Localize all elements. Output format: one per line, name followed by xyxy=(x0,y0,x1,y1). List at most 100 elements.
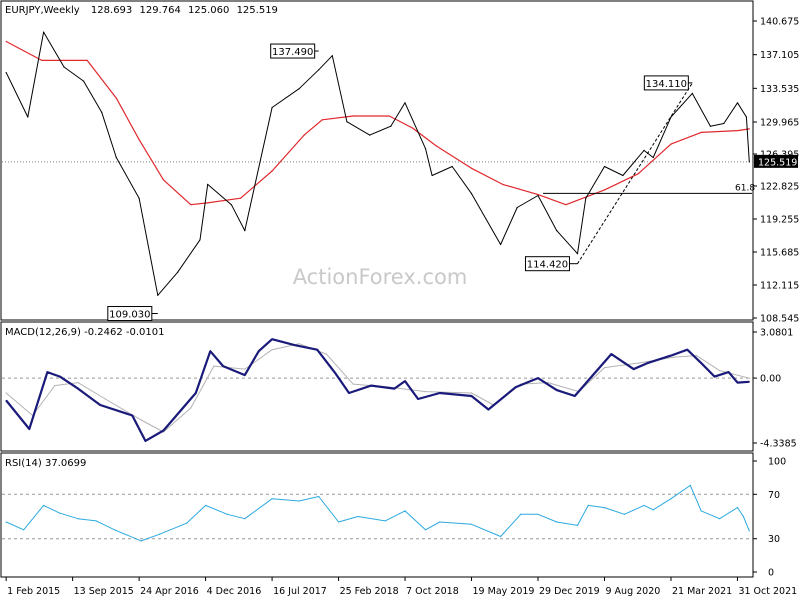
symbol-label: EURJPY,Weekly xyxy=(5,5,80,16)
macd-signal-series-point-26 xyxy=(748,377,750,379)
macd-series-point-37 xyxy=(714,376,716,378)
macd-series-point-9 xyxy=(195,392,197,394)
macd-signal-series-point-21 xyxy=(603,367,606,369)
price-series-point-24 xyxy=(451,165,453,168)
rsi-series-point-25 xyxy=(537,513,539,515)
ma-series-point-5 xyxy=(162,179,165,181)
x-label-5: 25 Feb 2018 xyxy=(340,586,399,597)
macd-series-point-3 xyxy=(59,376,61,378)
rsi-series-point-21 xyxy=(439,521,441,523)
ma-series-point-11 xyxy=(321,119,323,121)
price-series-point-40 xyxy=(736,102,739,104)
price-series-point-17 xyxy=(331,55,333,57)
macd-series-point-11 xyxy=(222,365,224,367)
x-label-2: 24 Apr 2016 xyxy=(140,586,199,597)
rsi-y-label-0: 100 xyxy=(768,457,786,468)
ma-series-point-23 xyxy=(700,131,702,133)
rsi-series-point-31 xyxy=(643,504,645,506)
rsi-series-point-3 xyxy=(59,512,61,514)
x-label-8: 29 Dec 2019 xyxy=(539,586,600,597)
x-label-10: 21 Mar 2021 xyxy=(672,586,732,597)
macd-series-point-17 xyxy=(335,373,337,375)
price-y-label-5: 122.825 xyxy=(760,182,799,193)
axis-layer: 140.675137.105133.535129.965126.395122.8… xyxy=(5,17,799,597)
macd-series-point-0 xyxy=(5,399,7,402)
rsi-series-point-1 xyxy=(23,529,25,531)
rsi-series-point-4 xyxy=(77,518,79,520)
price-series-point-3 xyxy=(63,66,65,68)
macd-series-point-22 xyxy=(417,398,419,400)
price-series-point-22 xyxy=(424,148,427,150)
price-y-label-7: 115.685 xyxy=(760,248,799,259)
macd-y-label-0: 3.0801 xyxy=(760,328,793,339)
price-y-label-2: 133.535 xyxy=(760,84,799,95)
macd-y-label-1: 0.00 xyxy=(760,374,781,385)
watermark: ActionForex.com xyxy=(293,265,468,289)
macd-series-point-24 xyxy=(470,395,473,397)
price-series-point-31 xyxy=(585,197,587,199)
macd-series-point-8 xyxy=(162,429,165,432)
rsi-series-point-10 xyxy=(205,504,207,506)
x-label-9: 9 Aug 2020 xyxy=(605,586,660,597)
ma-series-point-18 xyxy=(537,194,539,196)
rsi-series-point-27 xyxy=(576,524,579,527)
rsi-series-point-20 xyxy=(424,529,427,531)
macd-series-point-29 xyxy=(574,395,576,397)
rsi-y-label-3: 0 xyxy=(768,568,774,579)
macd-series-point-36 xyxy=(700,362,702,364)
macd-series-point-25 xyxy=(487,408,489,411)
rsi-series-point-36 xyxy=(719,518,721,520)
price-series-point-37 xyxy=(691,92,693,94)
macd-signal-series-point-8 xyxy=(213,365,215,367)
svg-text:EURJPY,Weekly 128.693: EURJPY,Weekly 128.693 129.764 125.060 12… xyxy=(5,5,278,16)
macd-signal-series-point-23 xyxy=(673,356,675,358)
macd-signal-series-point-4 xyxy=(104,398,106,400)
macd-series-point-20 xyxy=(393,388,395,390)
annotation-box-1 xyxy=(107,306,153,322)
x-label-7: 19 May 2019 xyxy=(473,586,535,597)
rsi-series-point-33 xyxy=(670,498,672,500)
rsi-series-point-15 xyxy=(318,495,320,498)
macd-series-point-13 xyxy=(258,350,260,352)
annotation-label-1: 109.030 xyxy=(109,310,150,321)
price-series-point-30 xyxy=(576,253,579,255)
price-series-point-32 xyxy=(603,165,606,168)
price-series-point-41 xyxy=(745,116,748,118)
price-series-point-42 xyxy=(748,161,750,163)
macd-series-point-34 xyxy=(670,355,672,357)
low-value: 125.060 xyxy=(188,5,229,16)
rsi-series-point-24 xyxy=(520,513,522,515)
ma-series-point-0 xyxy=(5,40,7,43)
rsi-series-point-23 xyxy=(500,535,502,538)
open-value: 128.693 xyxy=(91,5,132,16)
macd-signal-series-point-12 xyxy=(325,353,327,355)
price-series-point-26 xyxy=(500,243,502,246)
price-series-point-33 xyxy=(622,174,624,177)
rsi-series-point-14 xyxy=(298,500,300,502)
ma-series-point-15 xyxy=(435,145,437,147)
rsi-series-point-18 xyxy=(384,520,386,522)
price-series-point-7 xyxy=(138,197,140,199)
macd-series-point-10 xyxy=(209,350,211,352)
rsi-series-point-38 xyxy=(742,515,745,518)
macd-series-point-2 xyxy=(46,371,49,373)
price-series-point-39 xyxy=(723,122,725,125)
price-series-point-13 xyxy=(244,230,246,232)
macd-series-point-32 xyxy=(633,368,635,370)
price-series-point-16 xyxy=(318,69,320,71)
rsi-series xyxy=(5,484,750,542)
macd-series-point-31 xyxy=(610,353,612,355)
rsi-series-point-29 xyxy=(603,507,606,509)
rsi-series-point-0 xyxy=(5,521,7,523)
price-series-point-14 xyxy=(271,106,273,109)
x-label-11: 31 Oct 2021 xyxy=(738,586,797,597)
macd-signal-series-point-15 xyxy=(424,391,427,393)
rsi-series-point-32 xyxy=(652,509,654,511)
price-series-point-9 xyxy=(177,271,179,273)
macd-signal-series-point-16 xyxy=(470,392,473,394)
price-series-point-25 xyxy=(470,193,473,195)
macd-series-point-21 xyxy=(404,380,406,382)
price-y-label-1: 137.105 xyxy=(760,50,799,61)
macd-series-point-28 xyxy=(556,389,558,391)
